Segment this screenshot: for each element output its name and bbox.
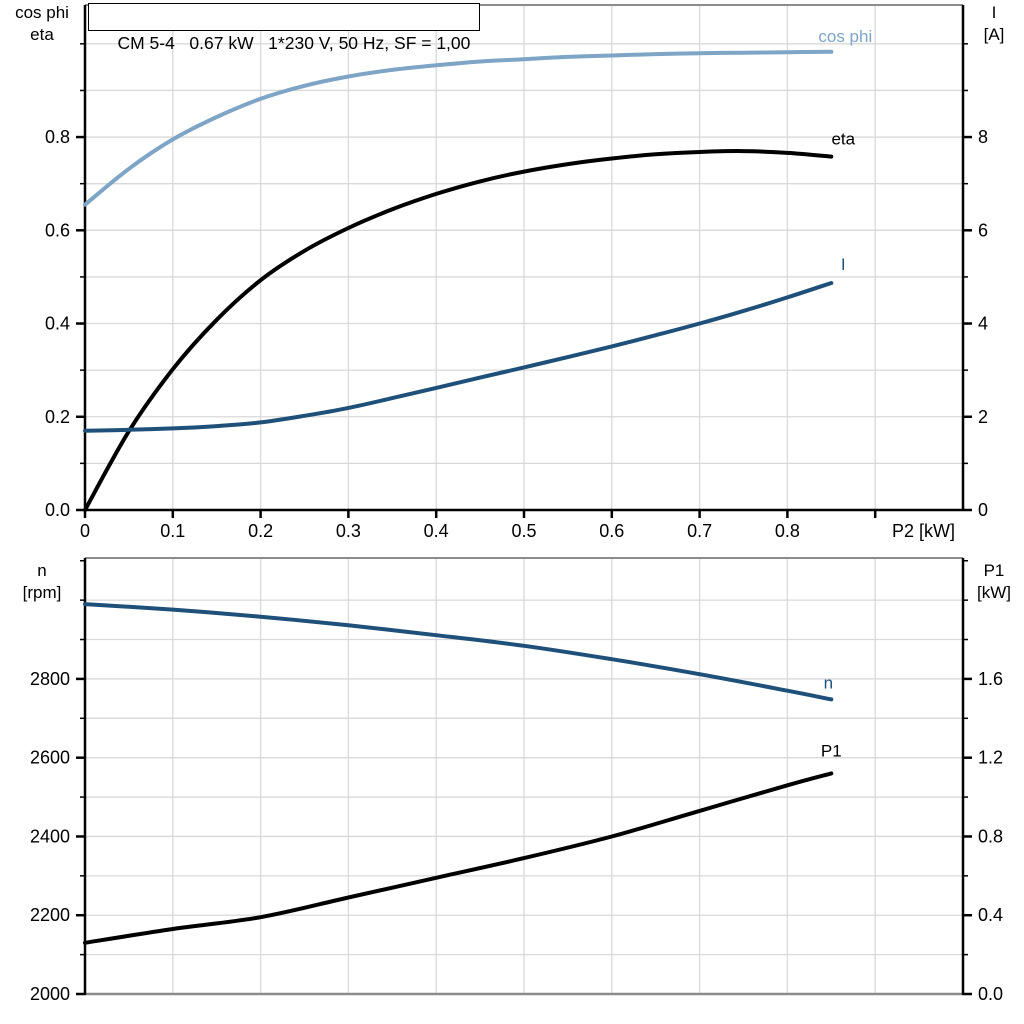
series-curve-I (83, 281, 834, 433)
eta-axis-title: eta (30, 25, 54, 44)
series-label-I: I (841, 255, 846, 274)
bottom-left-axis-title: n [rpm] (0, 560, 84, 604)
left-axis-tick-label: 2800 (30, 669, 70, 689)
x-axis-title: P2 [kW] (892, 521, 955, 541)
right-axis-tick-label: 2 (978, 407, 988, 427)
x-axis-tick-label: 0 (80, 521, 90, 541)
right-axis-tick-label: 1.2 (978, 748, 1003, 768)
series-label-eta: eta (831, 130, 855, 149)
right-axis-tick-label: 0.8 (978, 826, 1003, 846)
left-axis-tick-label: 0.2 (45, 407, 70, 427)
x-axis-tick-label: 0.2 (248, 521, 273, 541)
left-axis-tick-label: 2600 (30, 748, 70, 768)
right-axis-tick-label: 0.4 (978, 905, 1003, 925)
current-axis-unit: [A] (983, 25, 1005, 44)
right-axis-tick-label: 6 (978, 220, 988, 240)
x-axis-tick-label: 0.4 (424, 521, 449, 541)
left-axis-tick-label: 2200 (30, 905, 70, 925)
left-axis-tick-label: 2000 (30, 984, 70, 1004)
right-axis-tick-label: 4 (978, 314, 988, 334)
series-label-P1: P1 (821, 741, 842, 760)
x-axis-tick-label: 0.5 (511, 521, 536, 541)
left-axis-tick-label: 0.8 (45, 127, 70, 147)
p1-axis-unit: [kW] (977, 583, 1011, 602)
right-axis-tick-label: 0 (978, 500, 988, 520)
series-curve-eta (83, 149, 834, 512)
series-label-n: n (824, 673, 833, 692)
top-left-axis-title: cos phi eta (0, 2, 84, 46)
x-axis-tick-label: 0.7 (687, 521, 712, 541)
left-axis-tick-label: 0.6 (45, 220, 70, 240)
series-curve-P1 (83, 771, 834, 945)
right-axis-tick-label: 0.0 (978, 984, 1003, 1004)
left-axis-tick-label: 2400 (30, 826, 70, 846)
chart-title-box: CM 5-4 0.67 kW 1*230 V, 50 Hz, SF = 1,00 (88, 3, 481, 53)
current-axis-title: I (991, 3, 997, 22)
left-axis-tick-label: 0.4 (45, 314, 70, 334)
cos-phi-axis-title: cos phi (15, 3, 69, 22)
chart-title: CM 5-4 0.67 kW 1*230 V, 50 Hz, SF = 1,00 (117, 33, 471, 53)
right-axis-tick-label: 8 (978, 127, 988, 147)
series-curve-cos-phi (83, 49, 834, 207)
x-axis-tick-label: 0.3 (336, 521, 361, 541)
left-axis-tick-label: 0.0 (45, 500, 70, 520)
p1-axis-title: P1 (983, 561, 1005, 580)
x-axis-tick-label: 0.6 (599, 521, 624, 541)
right-axis-tick-label: 1.6 (978, 669, 1003, 689)
x-axis-tick-label: 0.1 (160, 521, 185, 541)
speed-axis-unit: [rpm] (22, 583, 62, 602)
bottom-right-axis-title: P1 [kW] (964, 560, 1024, 604)
series-label-cos-phi: cos phi (818, 27, 872, 46)
series-curve-n (83, 602, 834, 702)
speed-axis-title: n (37, 561, 47, 580)
x-axis-tick-label: 0.8 (775, 521, 800, 541)
top-right-axis-title: I [A] (964, 2, 1024, 46)
